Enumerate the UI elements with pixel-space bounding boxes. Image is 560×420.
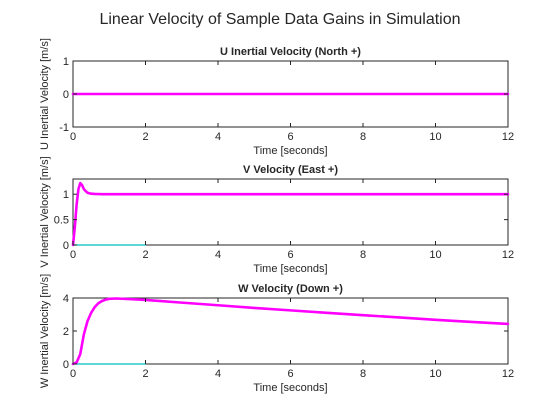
w-x-axis-label: Time [seconds] [253, 382, 327, 394]
u-ytick-label: -1 [59, 122, 69, 134]
v-ytick-label: 1 [63, 189, 69, 201]
v-xtick-label: 0 [70, 249, 76, 261]
figure-title: Linear Velocity of Sample Data Gains in … [99, 11, 460, 28]
v-xtick-label: 12 [502, 249, 514, 261]
w-xtick-label: 12 [502, 368, 514, 380]
w-xtick-label: 8 [360, 368, 366, 380]
w-plot-area [72, 297, 509, 365]
v-plot-area [72, 178, 509, 246]
w-y-axis-label: W Inertial Velocity [m/s] [39, 274, 51, 388]
u-xtick-label: 0 [70, 131, 76, 143]
u-ytick-label: 1 [63, 56, 69, 68]
v-xtick-label: 4 [215, 249, 221, 261]
w-xtick-label: 0 [70, 368, 76, 380]
v-axes-title: V Velocity (East +) [243, 164, 338, 176]
u-x-axis-label: Time [seconds] [253, 145, 327, 157]
u-xtick-label: 10 [429, 131, 441, 143]
v-xtick-label: 10 [429, 249, 441, 261]
u-axes-title: U Inertial Velocity (North +) [220, 46, 361, 58]
w-ytick-label: 4 [63, 293, 69, 305]
v-xtick-label: 8 [360, 249, 366, 261]
u-y-axis-label: U Inertial Velocity [m/s] [39, 38, 51, 150]
u-ytick-label: 0 [63, 89, 69, 101]
w-xtick-label: 4 [215, 368, 221, 380]
w-axes: 0 2 4 6 8 10 12 0 2 4 W Velocity (Down +) Time [sec… [39, 274, 514, 394]
w-ytick-label: 0 [63, 359, 69, 371]
u-xtick-label: 6 [287, 131, 293, 143]
u-xtick-label: 4 [215, 131, 221, 143]
v-ytick-label: 0 [63, 240, 69, 252]
u-xtick-label: 8 [360, 131, 366, 143]
v-y-axis-label: V Inertial Velocity [m/s] [39, 156, 51, 267]
v-series-2-line [71, 181, 510, 247]
w-xtick-label: 10 [429, 368, 441, 380]
v-axes: 0 2 4 6 8 10 12 0 0.5 1 V Velocity (East +) Time [s… [39, 156, 514, 275]
w-xtick-label: 2 [142, 368, 148, 380]
v-x-axis-label: Time [seconds] [253, 263, 327, 275]
u-xtick-label: 12 [502, 131, 514, 143]
w-xtick-label: 6 [287, 368, 293, 380]
v-xtick-label: 6 [287, 249, 293, 261]
u-xtick-label: 2 [142, 131, 148, 143]
w-axes-title: W Velocity (Down +) [238, 283, 343, 295]
v-xtick-label: 2 [142, 249, 148, 261]
w-series-2-line [71, 297, 510, 366]
w-ytick-label: 2 [63, 326, 69, 338]
v-ytick-label: 0.5 [54, 215, 69, 227]
